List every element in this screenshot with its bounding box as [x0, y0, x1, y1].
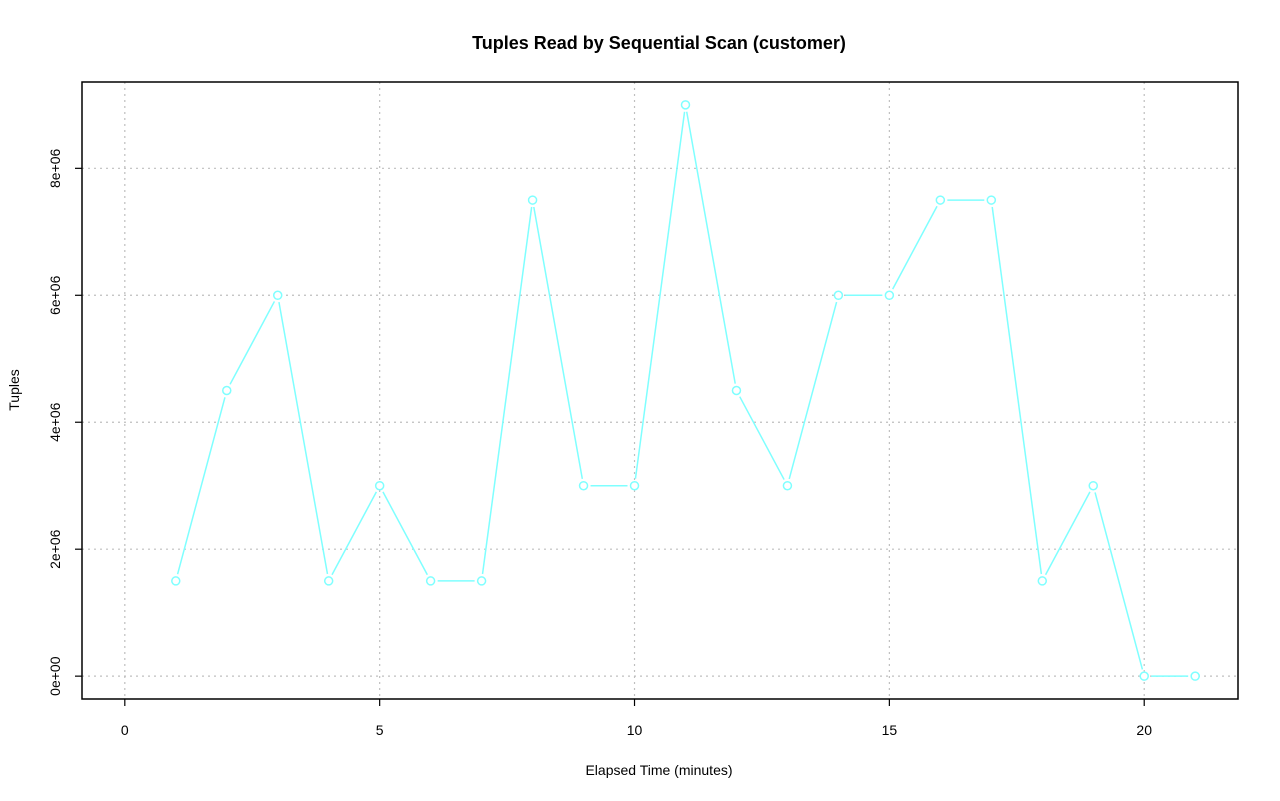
data-point: [935, 195, 946, 205]
data-point: [782, 480, 793, 491]
data-point: [171, 576, 181, 586]
data-point: [1139, 671, 1149, 681]
x-tick-label: 15: [882, 722, 898, 738]
series-line-segment: [533, 206, 584, 479]
data-point: [323, 576, 334, 586]
plot-area: [81, 81, 1239, 700]
axes: 0 5 10 15 20 0e+00 2e+06 4e+06 6e+06 8e+06: [47, 148, 1152, 738]
y-tick-label: 8e+06: [47, 148, 63, 188]
x-tick-label: 5: [376, 722, 384, 738]
data-point: [222, 385, 232, 396]
series-line-segment: [382, 491, 428, 576]
data-point: [1088, 480, 1098, 491]
series-line-segment: [481, 206, 533, 575]
data-point: [833, 290, 844, 301]
data-point: [986, 195, 997, 205]
series-line-segment: [892, 205, 938, 290]
grid: [82, 82, 1238, 699]
data-point: [476, 576, 487, 586]
series-layer: [171, 100, 1200, 681]
data-point: [629, 480, 640, 491]
data-point: [1190, 671, 1200, 681]
series-line-segment: [634, 111, 686, 479]
series-line-segment: [739, 396, 785, 480]
x-tick-label: 10: [627, 722, 643, 738]
series-line-segment: [278, 302, 329, 575]
series-line-segment: [685, 111, 736, 384]
series-line-segment: [176, 397, 226, 575]
data-point: [425, 576, 436, 586]
x-tick-label: 0: [121, 722, 129, 738]
series-line-segment: [991, 206, 1043, 575]
x-tick-label: 20: [1136, 722, 1152, 738]
series-line-segment: [1094, 492, 1144, 670]
series-line-segment: [331, 491, 378, 576]
y-tick-label: 4e+06: [47, 402, 63, 442]
y-tick-label: 2e+06: [47, 529, 63, 569]
series-line-segment: [229, 301, 276, 385]
y-axis-label: Tuples: [6, 369, 22, 411]
data-point: [731, 385, 742, 396]
data-point: [1037, 576, 1048, 586]
data-point: [527, 195, 538, 205]
y-tick-label: 0e+00: [47, 656, 63, 696]
series-line-segment: [788, 301, 838, 480]
y-tick-label: 6e+06: [47, 275, 63, 315]
data-point: [578, 480, 589, 491]
series-line-segment: [1044, 491, 1091, 576]
data-point: [272, 290, 283, 301]
chart-title: Tuples Read by Sequential Scan (customer…: [472, 33, 846, 53]
data-point: [884, 290, 895, 301]
x-axis-label: Elapsed Time (minutes): [585, 762, 732, 778]
data-point: [680, 100, 691, 110]
data-point: [374, 480, 385, 491]
